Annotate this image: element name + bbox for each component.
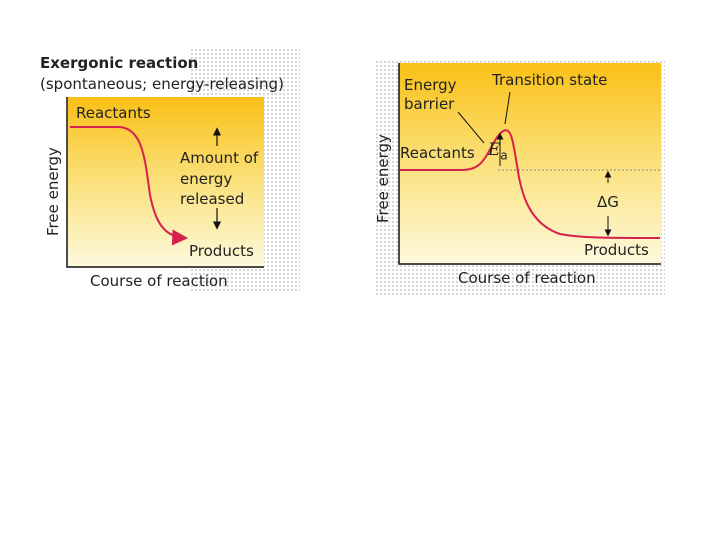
left-reactants-label: Reactants	[76, 104, 151, 122]
activation-energy-label: Ea	[488, 140, 508, 163]
energy-barrier-label-2: barrier	[404, 95, 455, 113]
left-x-axis-label: Course of reaction	[90, 272, 228, 290]
energy-barrier-pointer	[457, 111, 485, 144]
right-x-axis-label: Course of reaction	[458, 269, 596, 287]
energy-released-label-3: released	[180, 190, 245, 208]
energy-released-label-1: Amount of	[180, 149, 259, 167]
energy-barrier-label-1: Energy	[404, 76, 457, 94]
left-y-axis-label: Free energy	[44, 147, 62, 236]
left-axes	[66, 97, 264, 268]
transition-state-pointer	[504, 91, 511, 125]
left-title: Exergonic reaction	[40, 54, 199, 72]
transition-state-label: Transition state	[492, 71, 608, 89]
right-reactants-label: Reactants	[400, 144, 475, 162]
energy-released-label-2: energy	[180, 170, 233, 188]
left-products-label: Products	[189, 242, 254, 260]
right-energy-curve	[400, 129, 661, 239]
left-energy-curve	[70, 126, 189, 246]
left-subtitle: (spontaneous; energy-releasing)	[40, 75, 284, 93]
right-axes	[398, 63, 661, 265]
right-y-axis-label: Free energy	[374, 134, 392, 223]
right-plot-area	[399, 63, 661, 264]
left-plot-area	[68, 97, 264, 267]
right-products-label: Products	[584, 241, 649, 259]
delta-g-label: ΔG	[597, 193, 619, 211]
